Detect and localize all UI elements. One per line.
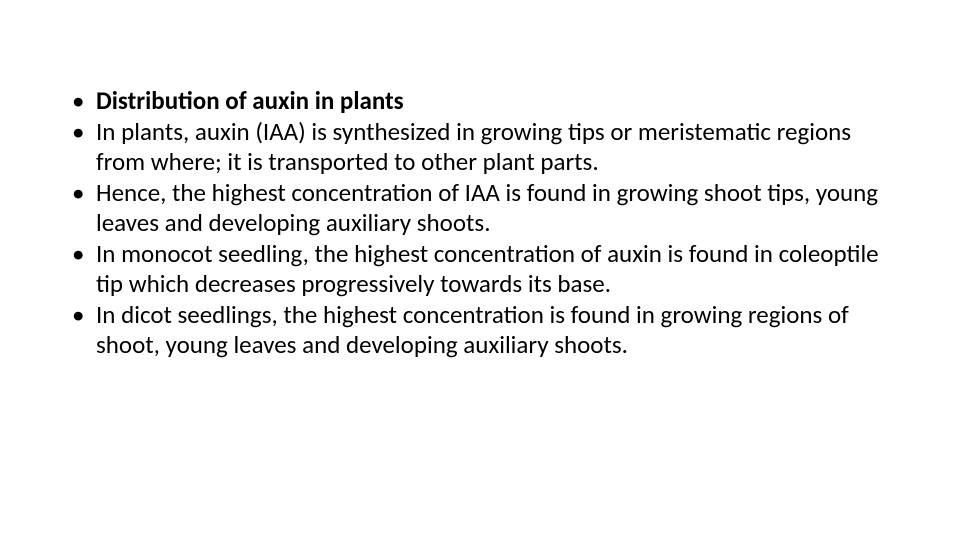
list-item: In plants, auxin (IAA) is synthesized in… xyxy=(70,117,890,178)
slide: Distribution of auxin in plants In plant… xyxy=(0,0,960,540)
bullet-text: In dicot seedlings, the highest concentr… xyxy=(96,299,849,361)
list-item: Distribution of auxin in plants xyxy=(70,86,890,117)
list-item: In dicot seedlings, the highest concentr… xyxy=(70,300,890,361)
list-item: Hence, the highest concentration of IAA … xyxy=(70,178,890,239)
list-item: In monocot seedling, the highest concent… xyxy=(70,239,890,300)
bullet-list: Distribution of auxin in plants In plant… xyxy=(70,86,890,361)
bullet-text: Hence, the highest concentration of IAA … xyxy=(96,177,878,239)
bullet-text: In plants, auxin (IAA) is synthesized in… xyxy=(96,116,851,178)
bullet-text: Distribution of auxin in plants xyxy=(96,85,404,116)
bullet-text: In monocot seedling, the highest concent… xyxy=(96,238,879,300)
